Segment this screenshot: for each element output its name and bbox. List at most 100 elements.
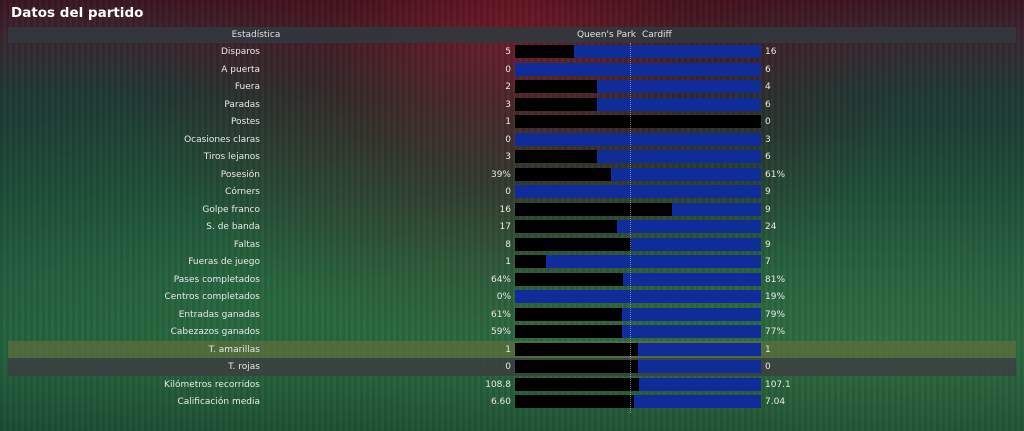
comparison-bar (515, 62, 761, 76)
home-value: 1 (505, 117, 511, 127)
stat-label: Calificación media (177, 397, 261, 407)
stat-row: Disparos 5 16 (8, 43, 1016, 61)
header-home-team: Queen's Park (576, 30, 636, 40)
home-value: 3 (505, 99, 511, 110)
comparison-bar (515, 132, 761, 146)
home-share-fill (515, 377, 639, 391)
stat-row: Kilómetros recorridos 108.8 107.1 (8, 376, 1016, 394)
home-value: 1 (505, 257, 511, 267)
home-share-fill (515, 255, 546, 268)
stat-rows: Disparos 5 16 A puerta 0 6 Fuera 2 4 Paradas 3 6 Pos… (8, 43, 1016, 411)
comparison-bar (515, 377, 761, 391)
home-value: 59% (490, 327, 511, 337)
stat-label: Paradas (224, 99, 260, 110)
stat-label: Ocasiones claras (184, 134, 260, 145)
stat-row: S. de banda 17 24 (8, 218, 1016, 236)
comparison-bar (515, 97, 761, 111)
stat-row: Fuera 2 4 (8, 78, 1016, 96)
away-value: 0 (765, 117, 771, 127)
home-share-fill (515, 45, 574, 58)
home-value: 17 (499, 222, 511, 232)
stat-row: Pases completados 64% 81% (8, 271, 1016, 289)
stat-label: Fuera (234, 82, 260, 92)
home-value: 0 (505, 187, 511, 197)
away-value: 4 (765, 82, 771, 92)
away-value: 9 (765, 239, 771, 250)
center-divider-line (630, 43, 631, 413)
stat-label: Posesión (220, 169, 260, 180)
stat-row: Ocasiones claras 0 3 (8, 131, 1016, 149)
comparison-bar (515, 342, 761, 356)
stat-label: Golpe franco (202, 204, 260, 215)
home-share-fill (515, 325, 622, 338)
stat-row: Tiros lejanos 3 6 (8, 148, 1016, 166)
home-share-fill (515, 342, 638, 356)
home-share-fill (515, 360, 638, 373)
stat-row: Paradas 3 6 (8, 96, 1016, 114)
comparison-bar (515, 307, 761, 321)
stat-row: Postes 1 0 (8, 113, 1016, 131)
home-share-fill (515, 237, 631, 251)
away-value: 6 (765, 64, 771, 75)
comparison-bar (515, 115, 761, 128)
stat-row: Faltas 8 9 (8, 236, 1016, 254)
stat-label: Pases completados (173, 274, 260, 285)
stat-label: A puerta (221, 64, 260, 75)
stat-label: S. de banda (206, 222, 260, 232)
comparison-bar (515, 220, 761, 233)
stat-label: Kilómetros recorridos (164, 379, 260, 390)
home-value: 2 (505, 82, 511, 92)
home-share-fill (515, 202, 673, 216)
comparison-bar (515, 80, 761, 93)
home-share-fill (515, 272, 624, 286)
header-stat-label: Estadística (231, 30, 281, 40)
comparison-bar (515, 150, 761, 163)
stat-row: Golpe franco 16 9 (8, 201, 1016, 219)
stat-row: T. rojas 0 0 (8, 358, 1016, 376)
away-value: 0 (765, 362, 771, 372)
home-value: 1 (505, 344, 511, 355)
away-value: 7.04 (765, 397, 786, 407)
away-value: 81% (765, 274, 786, 285)
home-value: 3 (505, 152, 511, 162)
home-value: 0 (505, 362, 511, 372)
away-value: 6 (765, 99, 771, 110)
home-share-fill (515, 167, 611, 181)
stat-row: Cabezazos ganados 59% 77% (8, 323, 1016, 341)
comparison-bar (515, 237, 761, 251)
home-value: 61% (490, 309, 511, 320)
away-value: 3 (765, 134, 771, 145)
away-value: 24 (765, 222, 777, 232)
stat-label: Córners (225, 187, 260, 197)
comparison-bar (515, 167, 761, 181)
stat-row: Entradas ganadas 61% 79% (8, 306, 1016, 324)
away-value: 107.1 (765, 379, 791, 390)
home-value: 64% (490, 274, 511, 285)
home-share-fill (515, 220, 618, 233)
comparison-bar (515, 202, 761, 216)
stat-label: Fueras de juego (188, 257, 260, 267)
header-away-team: Cardiff (642, 30, 672, 40)
stat-row: Córners 0 9 (8, 183, 1016, 201)
stat-label: T. rojas (228, 362, 260, 372)
home-value: 0 (505, 134, 511, 145)
home-value: 8 (505, 239, 511, 250)
comparison-bar (515, 290, 761, 303)
home-share-fill (515, 307, 623, 321)
stat-label: Faltas (233, 239, 260, 250)
away-value: 1 (765, 344, 771, 355)
away-value: 61% (765, 169, 786, 180)
comparison-bar (515, 272, 761, 286)
stat-label: Disparos (220, 47, 260, 57)
home-value: 39% (490, 169, 511, 180)
table-header: Estadística Queen's Park Cardiff (8, 27, 1016, 43)
away-value: 7 (765, 257, 771, 267)
away-value: 79% (765, 309, 786, 320)
away-value: 6 (765, 152, 771, 162)
home-value: 108.8 (485, 379, 511, 390)
home-share-fill (515, 115, 761, 128)
home-value: 0% (496, 292, 511, 302)
match-stats-table: Estadística Queen's Park Cardiff Disparo… (8, 27, 1016, 411)
home-value: 0 (505, 64, 511, 75)
comparison-bar (515, 325, 761, 338)
